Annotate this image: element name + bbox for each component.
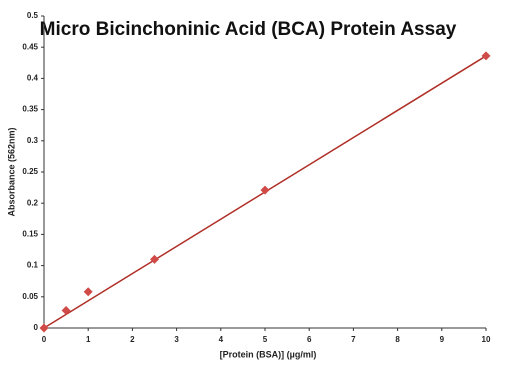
y-tick-label: 0.05: [22, 292, 38, 301]
data-point: [61, 306, 71, 316]
y-tick-label: 0.3: [27, 136, 39, 145]
x-tick-label: 0: [42, 335, 47, 344]
data-point: [83, 287, 93, 297]
x-tick-label: 4: [219, 335, 224, 344]
x-axis-title: [Protein (BSA)] (µg/ml): [220, 349, 317, 359]
data-point: [481, 51, 491, 61]
x-tick-label: 8: [395, 335, 400, 344]
chart-title: Micro Bicinchoninic Acid (BCA) Protein A…: [40, 19, 457, 40]
y-tick-label: 0.1: [27, 261, 39, 270]
y-tick-label: 0: [34, 323, 39, 332]
data-point: [39, 323, 49, 333]
x-tick-label: 10: [482, 335, 491, 344]
y-tick-label: 0.15: [22, 230, 38, 239]
y-tick-label: 0.25: [22, 167, 38, 176]
x-tick-label: 9: [440, 335, 445, 344]
x-tick-label: 1: [86, 335, 91, 344]
y-tick-label: 0.45: [22, 42, 38, 51]
y-axis-title: Absorbance (562nm): [6, 127, 16, 216]
y-tick-label: 0.5: [27, 11, 39, 20]
x-tick-label: 6: [307, 335, 312, 344]
y-tick-label: 0.4: [27, 74, 39, 83]
x-tick-label: 5: [263, 335, 268, 344]
x-tick-label: 7: [351, 335, 356, 344]
y-tick-label: 0.2: [27, 198, 39, 207]
x-tick-label: 2: [130, 335, 135, 344]
x-tick-label: 3: [174, 335, 179, 344]
y-tick-label: 0.35: [22, 105, 38, 114]
data-point: [150, 254, 159, 264]
data-point: [260, 185, 270, 195]
